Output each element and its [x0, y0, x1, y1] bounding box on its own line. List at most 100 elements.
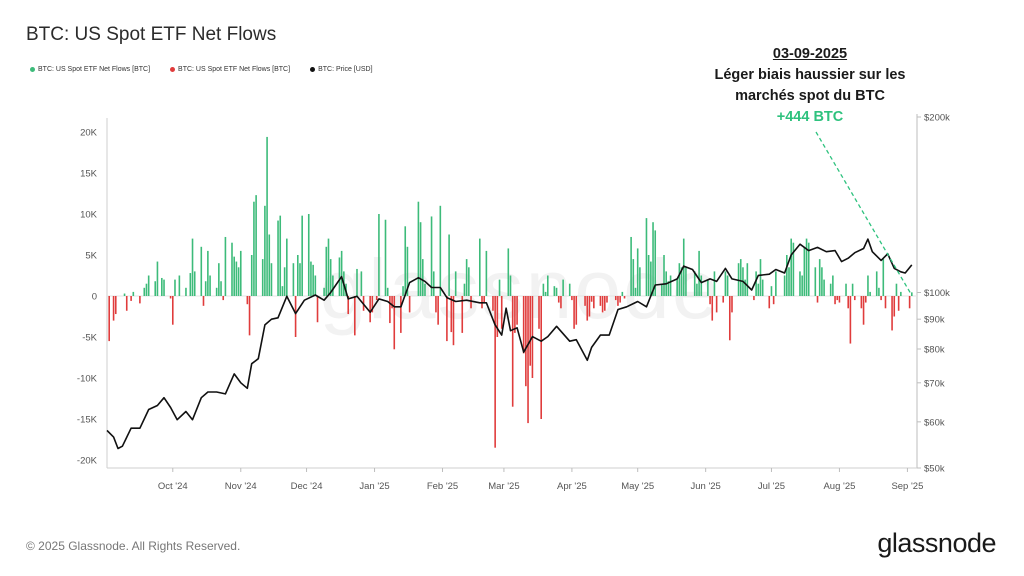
inflow-bar [178, 275, 181, 296]
inflow-bar [463, 283, 466, 296]
x-tick-label: Jan '25 [359, 481, 389, 492]
inflow-bar [255, 195, 257, 296]
outflow-bar [169, 296, 172, 299]
inflow-bar [630, 236, 632, 296]
inflow-bar [332, 275, 334, 296]
glassnode-logo: glassnode [877, 528, 996, 558]
outflow-bar [408, 296, 411, 313]
outflow-bar [316, 296, 319, 323]
outflow-bar [864, 296, 867, 303]
outflow-bar [619, 296, 621, 303]
outflow-bar [617, 296, 619, 306]
legend-label: BTC: US Spot ETF Net Flows [BTC] [178, 66, 291, 73]
legend-label: BTC: Price [USD] [318, 66, 373, 73]
outflow-bar [540, 296, 542, 419]
inflow-bar [895, 283, 898, 296]
inflow-bar [636, 248, 639, 296]
outflow-bar [496, 296, 499, 337]
outflow-bar [125, 296, 128, 311]
inflow-bar [676, 279, 678, 296]
inflow-bar [239, 250, 242, 296]
inflow-bar [204, 281, 207, 296]
outflow-bar [715, 296, 718, 313]
outflow-bar [891, 296, 893, 331]
inflow-bar [803, 246, 806, 296]
outflow-bar [525, 296, 527, 387]
outflow-bar [731, 296, 733, 313]
legend-item-price[interactable]: BTC: Price [USD] [310, 66, 373, 73]
inflow-bar [465, 259, 468, 296]
x-tick-label: Jul '25 [758, 481, 785, 492]
inflow-bar [279, 215, 282, 296]
inflow-bar [911, 292, 913, 296]
inflow-bar [724, 271, 727, 296]
outflow-bar [389, 296, 391, 324]
inflow-bar [479, 238, 481, 296]
inflow-bar [277, 220, 279, 296]
outflow-bar [853, 296, 856, 301]
inflow-bar [744, 279, 746, 296]
inflow-bar [132, 291, 135, 296]
outflow-bar [599, 296, 602, 306]
outflow-bar [246, 296, 249, 305]
outflow-bar [461, 296, 464, 333]
outflow-bar [470, 296, 472, 309]
outflow-bar [709, 296, 711, 305]
outflow-bar [604, 296, 606, 311]
outflow-bar [527, 296, 529, 424]
outflow-bar [248, 296, 251, 336]
outflow-bar [108, 296, 110, 342]
outflow-bar [202, 296, 205, 306]
inflow-bar [421, 259, 424, 296]
outflow-bar [529, 296, 532, 366]
inflow-bar [386, 287, 389, 296]
legend-item-inflows[interactable]: BTC: US Spot ETF Net Flows [BTC] [30, 66, 150, 73]
copyright-footer: © 2025 Glassnode. All Rights Reserved. [26, 539, 241, 553]
inflow-bar [338, 257, 341, 296]
inflow-bar [404, 226, 407, 296]
outflow-bar [371, 296, 374, 313]
inflow-bar [685, 267, 687, 296]
outflow-bar [483, 296, 485, 303]
y-left-tick-label: 20K [80, 128, 98, 139]
inflow-bar [253, 201, 255, 296]
y-right-tick-label: $70k [924, 378, 945, 389]
outflow-bar [893, 296, 896, 317]
inflow-bar [384, 219, 387, 296]
outflow-bar [511, 296, 514, 407]
inflow-bar [801, 275, 803, 296]
outflow-bar [862, 296, 865, 325]
inflow-bar [312, 264, 314, 296]
outflow-bar [557, 296, 560, 303]
inflow-bar [189, 273, 192, 296]
legend-item-outflows[interactable]: BTC: US Spot ETF Net Flows [BTC] [170, 66, 290, 73]
outflow-bar [400, 296, 402, 333]
outflow-bar [753, 296, 755, 301]
outflow-bar [393, 296, 396, 350]
outflow-bar [849, 296, 852, 344]
outflow-bar [435, 296, 437, 313]
inflow-bar [268, 234, 271, 296]
outflow-bar [880, 296, 882, 301]
inflow-bar [340, 250, 343, 296]
inflow-bar [468, 267, 470, 296]
inflow-bar [307, 214, 310, 296]
outflow-bar [573, 296, 575, 329]
inflow-bar [220, 281, 222, 296]
inflow-bar [544, 291, 547, 296]
outflow-bar [139, 296, 141, 304]
y-left-tick-label: -15K [77, 415, 98, 426]
inflow-bar [882, 259, 885, 296]
x-tick-label: Dec '24 [291, 481, 323, 492]
inflow-bar [755, 271, 757, 296]
price-line-group [106, 238, 913, 450]
outflow-bar [847, 296, 850, 309]
outflow-bar [614, 296, 617, 301]
x-tick-label: Aug '25 [823, 481, 855, 492]
inflow-bar [235, 261, 238, 296]
outflow-bar [834, 296, 836, 305]
inflow-bar [145, 283, 148, 296]
price-line [106, 238, 913, 450]
outflow-bar [838, 296, 841, 303]
outflow-bar [586, 296, 589, 321]
